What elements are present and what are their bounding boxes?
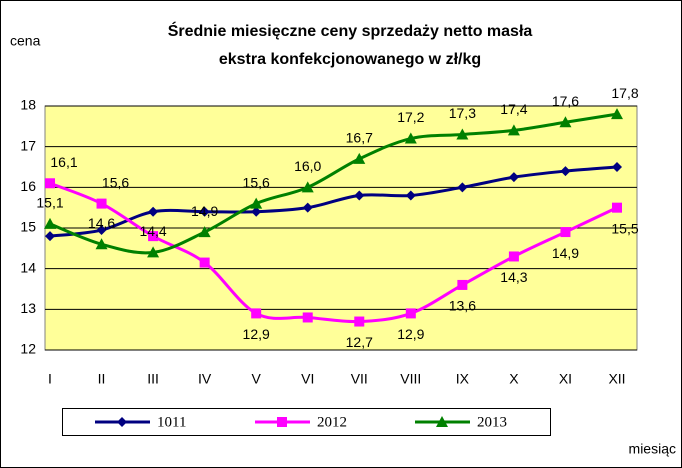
data-label: 16,7 (346, 130, 373, 146)
data-point (612, 202, 622, 213)
data-label: 16,0 (294, 158, 321, 174)
data-point (199, 257, 210, 268)
data-label: 14,9 (552, 245, 579, 261)
data-label: 14,9 (191, 203, 218, 219)
data-point (147, 246, 160, 258)
data-label: 16,1 (50, 154, 77, 170)
y-tick-label: 18 (20, 97, 36, 113)
x-tick-label: XII (608, 371, 625, 387)
data-point (198, 226, 211, 238)
data-point (404, 132, 417, 144)
data-label: 12,9 (397, 326, 424, 342)
y-tick-label: 16 (20, 178, 36, 194)
data-label: 17,4 (500, 101, 527, 117)
data-label: 15,6 (102, 174, 129, 190)
x-tick-label: VIII (400, 371, 421, 387)
data-point (508, 251, 519, 262)
x-tick-label: VII (351, 371, 368, 387)
x-tick-label: XI (559, 371, 572, 387)
data-point (45, 231, 55, 242)
chart-title: Średnie miesięczne ceny sprzedaży netto … (168, 21, 533, 40)
legend-label: 2013 (477, 414, 507, 430)
x-tick-label: I (48, 371, 52, 387)
data-point (199, 206, 210, 217)
data-point (405, 190, 416, 201)
data-label: 14,3 (500, 269, 527, 285)
data-point (250, 197, 263, 209)
legend-label: 2012 (317, 414, 347, 430)
data-label: 14,4 (139, 223, 166, 239)
data-label: 12,7 (346, 334, 373, 350)
data-point (611, 108, 623, 120)
y-tick-label: 13 (20, 300, 36, 316)
x-tick-label: IV (198, 371, 212, 387)
data-label: 17,2 (397, 109, 424, 125)
data-point (353, 152, 366, 164)
legend-marker (436, 416, 448, 427)
data-label: 17,3 (449, 105, 476, 121)
data-point (457, 279, 468, 290)
x-tick-label: III (147, 371, 159, 387)
chart-subtitle: ekstra konfekcjonowanego w zł/kg (219, 51, 481, 68)
y-tick-label: 15 (20, 219, 36, 235)
legend-marker (277, 417, 287, 427)
data-point (148, 206, 159, 217)
y-tick-label: 17 (20, 137, 36, 153)
data-point (251, 206, 262, 217)
data-point (612, 162, 622, 172)
x-tick-label: X (509, 371, 519, 387)
data-label: 12,9 (243, 326, 270, 342)
data-point (354, 190, 365, 201)
data-point (457, 182, 468, 193)
data-point (44, 217, 56, 229)
data-point (96, 198, 107, 209)
x-tick-label: IX (456, 371, 470, 387)
data-label: 15,1 (36, 195, 63, 211)
data-point (302, 312, 313, 323)
x-tick-label: VI (301, 371, 314, 387)
data-label: 13,6 (449, 298, 476, 314)
legend-marker (117, 417, 127, 427)
data-point (354, 316, 365, 327)
data-point (560, 166, 571, 177)
x-tick-label: II (98, 371, 106, 387)
data-label: 14,6 (88, 215, 115, 231)
y-tick-label: 14 (20, 259, 36, 275)
data-point (456, 128, 469, 140)
y-axis-label: cena (10, 33, 41, 49)
data-point (559, 116, 572, 128)
data-point (507, 124, 520, 136)
x-tick-label: V (252, 371, 262, 387)
data-point (508, 172, 519, 183)
series-line (49, 112, 618, 255)
data-point (96, 225, 107, 236)
data-point (560, 227, 571, 238)
data-point (45, 178, 55, 189)
data-point (302, 202, 313, 213)
data-label: 15,5 (611, 220, 638, 236)
data-point (251, 308, 262, 319)
legend-label: 1011 (157, 414, 186, 430)
data-point (148, 231, 159, 242)
data-label: 17,8 (611, 85, 638, 101)
data-point (301, 181, 314, 193)
x-axis-label: miesiąc (629, 441, 676, 457)
data-point (95, 238, 108, 250)
y-tick-label: 12 (20, 341, 36, 357)
data-label: 15,6 (243, 174, 270, 190)
data-point (405, 308, 416, 319)
data-label: 17,6 (552, 93, 579, 109)
